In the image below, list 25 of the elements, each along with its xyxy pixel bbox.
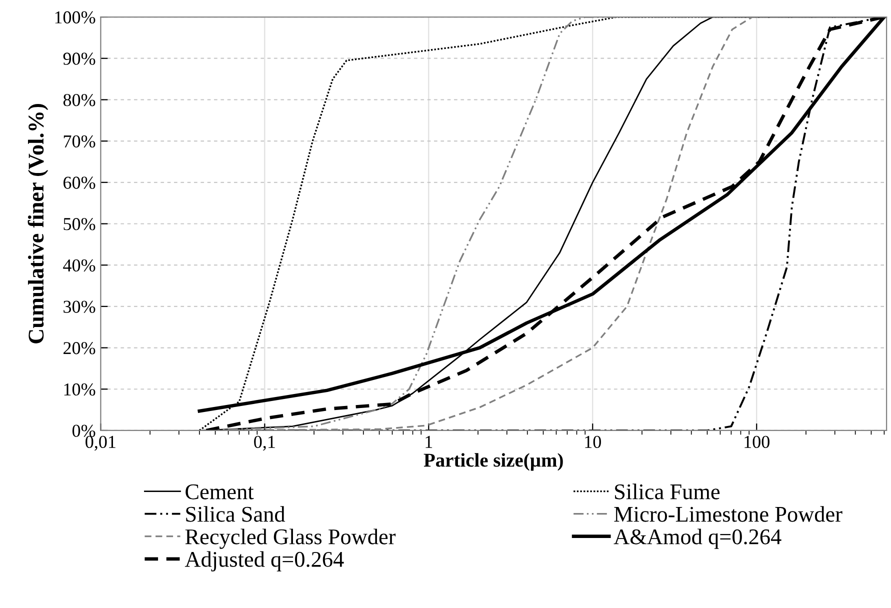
y-tick-label: 40% bbox=[63, 259, 96, 272]
legend-label: Micro-Limestone Powder bbox=[614, 506, 842, 522]
y-tick-label: 0% bbox=[72, 424, 96, 437]
x-tick-label: 1 bbox=[426, 436, 432, 448]
y-tick-label: 50% bbox=[64, 218, 96, 230]
x-tick-label: 100 bbox=[744, 436, 770, 448]
legend-label: Silica Sand bbox=[186, 506, 286, 522]
legend-label: Cement bbox=[186, 484, 254, 500]
legend-label: Silica Fume bbox=[615, 484, 720, 500]
legend-label: A&Amod q=0.264 bbox=[614, 528, 782, 549]
x-tick-label: 0,01 bbox=[86, 436, 116, 451]
y-tick-label: 100% bbox=[55, 11, 96, 24]
y-tick-label: 30% bbox=[64, 300, 96, 313]
y-tick-label: 60% bbox=[64, 176, 96, 189]
y-tick-label: 70% bbox=[64, 135, 96, 148]
y-tick-label: 10% bbox=[64, 383, 96, 396]
y-tick-label: 80% bbox=[63, 94, 96, 106]
legend-label: Recycled Glass Powder bbox=[185, 528, 396, 549]
x-tick-label: 10 bbox=[585, 436, 601, 448]
y-axis-title: Cumulative finer (Vol.%) bbox=[28, 104, 48, 344]
x-tick-label: 0,1 bbox=[254, 436, 275, 451]
y-tick-label: 20% bbox=[64, 342, 96, 354]
y-tick-label: 90% bbox=[63, 52, 96, 65]
legend-label: Adjusted q=0.264 bbox=[184, 551, 344, 572]
x-axis-title: Particle size(µm) bbox=[424, 453, 563, 471]
